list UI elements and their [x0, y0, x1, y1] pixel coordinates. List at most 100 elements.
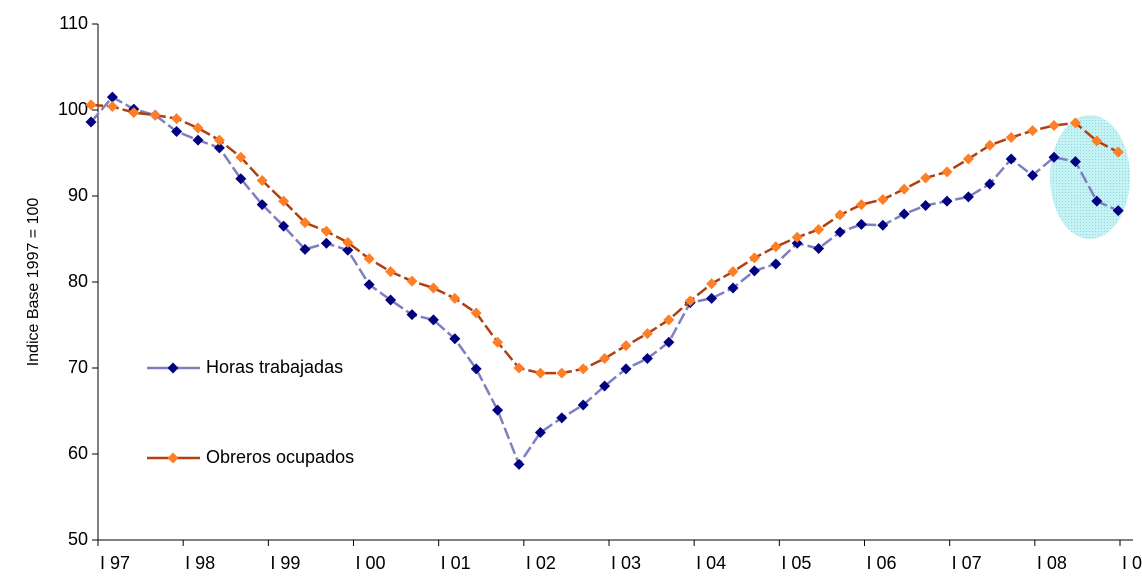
data-point	[834, 209, 846, 221]
data-point	[556, 367, 568, 379]
data-point	[106, 91, 118, 103]
data-point	[577, 363, 589, 375]
data-point	[577, 399, 589, 411]
data-point	[149, 109, 161, 121]
data-point	[727, 266, 739, 278]
data-point	[748, 252, 760, 264]
y-axis-label: Indice Base 1997 = 100	[25, 198, 42, 367]
y-tick-label: 110	[59, 13, 88, 33]
data-point	[427, 314, 439, 326]
legend-marker	[167, 362, 179, 374]
x-tick-label: I 05	[781, 553, 811, 573]
data-point	[941, 195, 953, 207]
x-tick-label: I 03	[611, 553, 641, 573]
data-point	[770, 241, 782, 253]
data-point	[684, 295, 696, 307]
data-point	[1005, 153, 1017, 165]
data-point	[1005, 132, 1017, 144]
data-point	[449, 333, 461, 345]
legend-marker	[167, 452, 179, 464]
data-point	[320, 225, 332, 237]
y-tick-label: 80	[68, 271, 88, 291]
data-point	[492, 336, 504, 348]
data-point	[363, 253, 375, 265]
data-point	[920, 199, 932, 211]
data-point	[620, 340, 632, 352]
y-tick-label: 50	[68, 529, 88, 549]
data-point	[813, 224, 825, 236]
data-point	[855, 199, 867, 211]
data-point	[663, 336, 675, 348]
y-tick-label: 100	[58, 99, 88, 119]
data-point	[213, 142, 225, 154]
data-point	[1027, 169, 1039, 181]
data-point	[727, 282, 739, 294]
data-point	[898, 183, 910, 195]
data-point	[470, 307, 482, 319]
data-point	[877, 219, 889, 231]
data-point	[320, 237, 332, 249]
data-point	[1112, 205, 1124, 217]
data-point	[898, 208, 910, 220]
x-tick-label: I 04	[696, 553, 726, 573]
x-tick-label: I 02	[526, 553, 556, 573]
data-point	[470, 363, 482, 375]
data-point	[1091, 135, 1103, 147]
data-point	[406, 275, 418, 287]
data-point	[920, 172, 932, 184]
legend-label: Obreros ocupados	[206, 447, 354, 467]
highlight-ellipse	[1050, 115, 1130, 239]
y-tick-label: 70	[68, 357, 88, 377]
data-point	[556, 412, 568, 424]
x-tick-label: I 01	[441, 553, 471, 573]
y-tick-label: 90	[68, 185, 88, 205]
data-point	[85, 99, 97, 111]
data-point	[128, 107, 140, 119]
data-point	[663, 314, 675, 326]
data-point	[235, 173, 247, 185]
x-tick-label: I 97	[100, 553, 130, 573]
data-point	[513, 362, 525, 374]
data-point	[962, 153, 974, 165]
x-tick-label: I 00	[355, 553, 385, 573]
data-point	[299, 243, 311, 255]
data-point	[706, 292, 718, 304]
data-point	[1048, 119, 1060, 131]
data-point	[641, 328, 653, 340]
data-point	[342, 236, 354, 248]
data-point	[1069, 117, 1081, 129]
x-tick-label: I 99	[270, 553, 300, 573]
data-point	[171, 113, 183, 125]
data-point	[791, 237, 803, 249]
x-tick-label: I 09	[1122, 553, 1142, 573]
data-point	[877, 193, 889, 205]
data-point	[706, 278, 718, 290]
data-point	[1112, 146, 1124, 158]
data-point	[599, 380, 611, 392]
data-point	[449, 292, 461, 304]
data-point	[363, 279, 375, 291]
data-point	[984, 178, 996, 190]
x-tick-label: I 06	[866, 553, 896, 573]
y-tick-label: 60	[68, 443, 88, 463]
x-tick-label: I 07	[952, 553, 982, 573]
data-point	[513, 458, 525, 470]
data-point	[406, 309, 418, 321]
series-line	[90, 95, 1119, 467]
data-point	[256, 175, 268, 187]
data-point	[1069, 156, 1081, 168]
data-point	[85, 116, 97, 128]
data-point	[256, 199, 268, 211]
data-point	[834, 226, 846, 238]
data-point	[962, 191, 974, 203]
data-point	[235, 151, 247, 163]
data-point	[641, 353, 653, 365]
data-point	[342, 244, 354, 256]
data-point	[492, 404, 504, 416]
data-point	[941, 166, 953, 178]
data-point	[106, 101, 118, 113]
data-point	[385, 294, 397, 306]
data-point	[791, 231, 803, 243]
x-tick-label: I 08	[1037, 553, 1067, 573]
